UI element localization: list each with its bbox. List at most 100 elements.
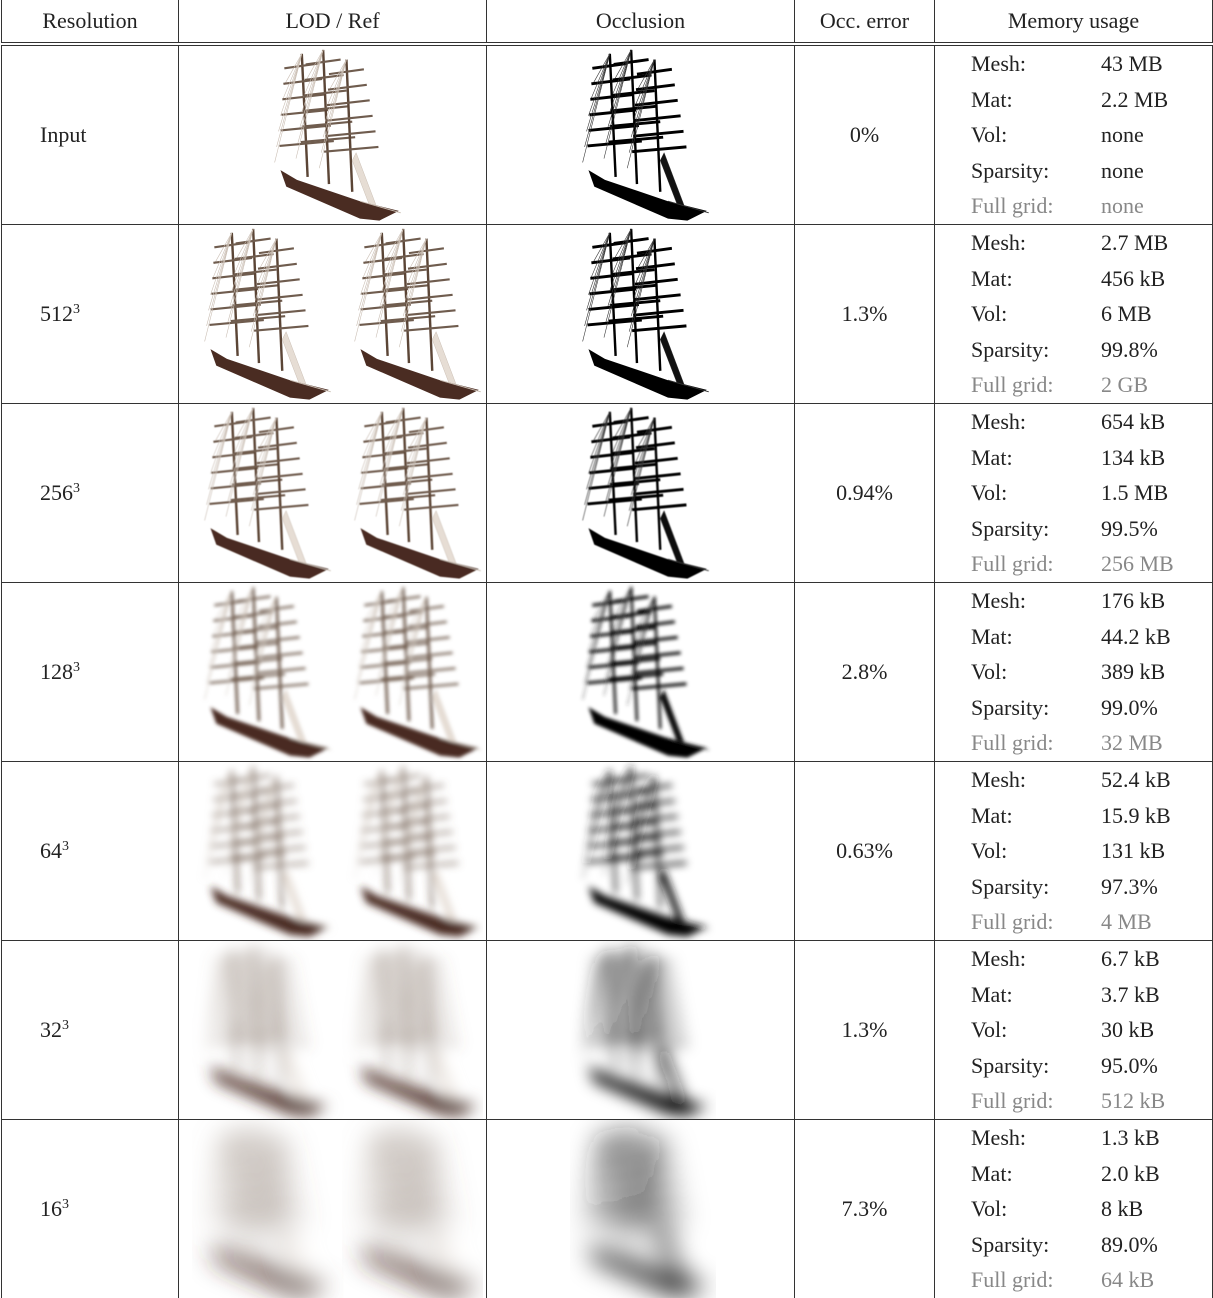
memory-label: Mesh: [971,225,1101,260]
memory-value: 2.7 MB [1101,225,1212,260]
memory-value: 97.3% [1101,869,1212,904]
resolution-exponent: 3 [73,481,80,496]
ship [274,50,400,221]
lod-image-cell [179,1120,487,1298]
resolution-cell: 2563 [2,404,179,583]
resolution-exponent: 3 [73,302,80,317]
lod-ref-image [183,225,483,403]
occlusion-image [566,1120,716,1298]
memory-value: 64 kB [1101,1262,1212,1297]
memory-value: 654 kB [1101,404,1212,439]
occlusion-error: 1.3% [795,225,935,404]
memory-label: Full grid: [971,1262,1101,1297]
lod-ref-image [183,583,483,761]
memory-label: Full grid: [971,188,1101,223]
memory-label: Sparsity: [971,1227,1101,1262]
lod-image-cell [179,941,487,1120]
memory-value: 43 MB [1101,46,1212,81]
lod-ref-image [258,46,408,224]
occlusion-image [566,46,716,224]
memory-label: Mesh: [971,941,1101,976]
memory-value: 99.8% [1101,332,1212,367]
memory-label: Mesh: [971,1120,1101,1155]
memory-value: 1.5 MB [1101,475,1212,510]
memory-value: 131 kB [1101,833,1212,868]
ship [582,945,708,1116]
resolution-base: 64 [40,838,62,863]
memory-label: Vol: [971,475,1101,510]
memory-label: Vol: [971,654,1101,689]
memory-label: Vol: [971,296,1101,331]
memory-value: 99.5% [1101,511,1212,546]
memory-label: Mat: [971,440,1101,475]
memory-value: 1.3 kB [1101,1120,1212,1155]
ship [204,229,330,400]
occlusion-error: 0% [795,44,935,225]
memory-label: Full grid: [971,1083,1101,1118]
resolution-exponent: 3 [62,1197,69,1212]
occlusion-image [566,941,716,1119]
memory-label: Sparsity: [971,511,1101,546]
column-header: Memory usage [935,0,1213,44]
resolution-exponent: 3 [62,839,69,854]
memory-label: Sparsity: [971,1048,1101,1083]
memory-label: Mesh: [971,404,1101,439]
ship [582,408,708,579]
ship [354,945,480,1116]
memory-value: 30 kB [1101,1012,1212,1047]
ship [582,587,708,758]
resolution-base: 32 [40,1017,62,1042]
ship [204,408,330,579]
lod-ref-image [183,762,483,940]
memory-label: Sparsity: [971,869,1101,904]
memory-value: 2 GB [1101,367,1212,402]
column-header: Resolution [2,0,179,44]
memory-label: Mat: [971,977,1101,1012]
ship [582,766,708,937]
occlusion-image-cell [487,941,795,1120]
memory-value: 4 MB [1101,904,1212,939]
ship [354,587,480,758]
occlusion-image [566,583,716,761]
resolution-cell: 5123 [2,225,179,404]
occlusion-error: 0.94% [795,404,935,583]
resolution-cell: 1283 [2,583,179,762]
memory-label: Vol: [971,1012,1101,1047]
lod-image-cell [179,762,487,941]
resolution-base: 512 [40,301,73,326]
occlusion-image-cell [487,225,795,404]
memory-label: Mat: [971,82,1101,117]
resolution-base: 16 [40,1196,62,1221]
occlusion-error: 7.3% [795,1120,935,1298]
occlusion-image [566,225,716,403]
ship [582,50,708,221]
memory-label: Vol: [971,117,1101,152]
memory-value: 512 kB [1101,1083,1212,1118]
memory-value: 52.4 kB [1101,762,1212,797]
memory-label: Mat: [971,1156,1101,1191]
memory-label: Full grid: [971,546,1101,581]
memory-value: 89.0% [1101,1227,1212,1262]
memory-label: Sparsity: [971,690,1101,725]
column-header: LOD / Ref [179,0,487,44]
memory-label: Mat: [971,261,1101,296]
resolution-base: 128 [40,659,73,684]
ship [204,587,330,758]
resolution-exponent: 3 [62,1018,69,1033]
memory-value: 2.2 MB [1101,82,1212,117]
